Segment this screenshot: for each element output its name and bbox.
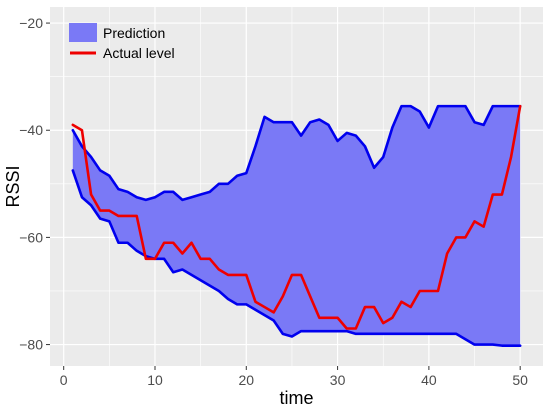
legend: Prediction Actual level: [69, 23, 175, 61]
prediction-band-area: [72, 106, 521, 346]
x-tick-label: 50: [512, 372, 528, 388]
legend-prediction-swatch: [69, 23, 97, 42]
y-tick-label: −20: [19, 15, 43, 31]
y-tick-label: −40: [19, 122, 43, 138]
y-tick-label: −80: [19, 337, 43, 353]
prediction-upper-bound-line: [71, 104, 522, 202]
axes: 0 10 20 30 40 50 −80 −60 −40 −20 time RSSI: [3, 15, 528, 408]
legend-actual-label: Actual level: [103, 45, 175, 61]
actual-level-line: [71, 104, 522, 330]
legend-prediction-label: Prediction: [103, 25, 165, 41]
x-tick-label: 20: [238, 372, 254, 388]
x-tick-label: 40: [421, 372, 437, 388]
x-tick-label: 10: [147, 372, 163, 388]
y-tick-label: −60: [19, 229, 43, 245]
x-tick-label: 30: [330, 372, 346, 388]
x-axis-title: time: [279, 388, 313, 408]
prediction-lower-bound-line: [71, 169, 522, 347]
y-axis-title: RSSI: [3, 165, 23, 207]
x-tick-label: 0: [60, 372, 68, 388]
